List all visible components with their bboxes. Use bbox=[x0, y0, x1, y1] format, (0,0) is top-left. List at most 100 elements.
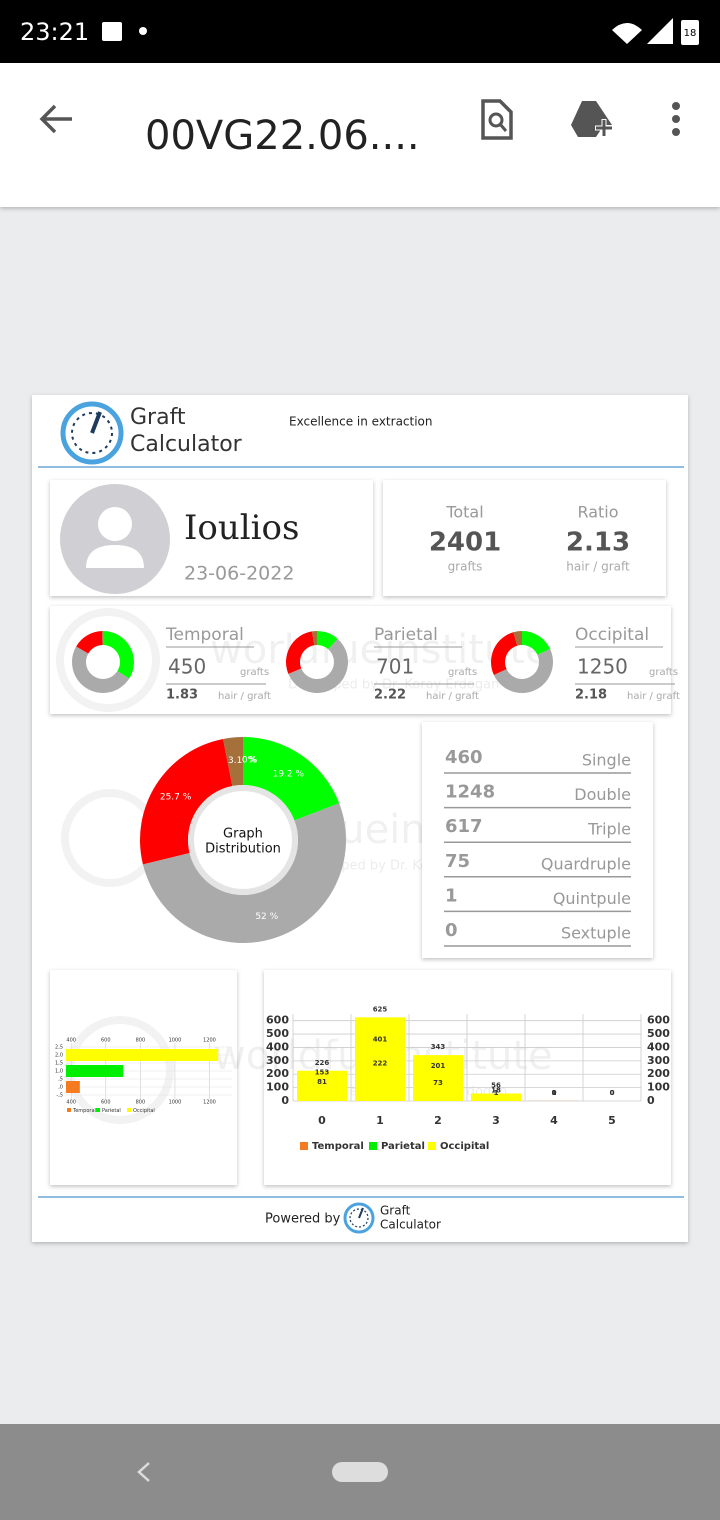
donut-segment bbox=[142, 803, 346, 944]
data-label: 0 bbox=[552, 1089, 557, 1097]
total-value: 2401 bbox=[429, 528, 501, 558]
logo-text: Graft bbox=[130, 405, 186, 430]
data-label: 201 bbox=[431, 1062, 446, 1070]
y2-tick-label: 500 bbox=[647, 1027, 670, 1040]
graft-types-card bbox=[422, 722, 653, 958]
y-tick-label: 1,0 bbox=[55, 1069, 63, 1075]
donut-label: 0% bbox=[242, 756, 257, 766]
donut-title: Graph bbox=[223, 827, 263, 842]
x-tick-label: 600 bbox=[101, 1100, 111, 1106]
signal-icon bbox=[647, 18, 673, 44]
data-label: 0 bbox=[610, 1089, 615, 1097]
graft-type: Triple bbox=[587, 820, 631, 839]
region-donut-segment bbox=[285, 631, 315, 674]
x-tick-label: 800 bbox=[136, 1038, 146, 1044]
data-label: 153 bbox=[315, 1069, 330, 1077]
small-chart-card bbox=[50, 970, 237, 1185]
legend-label: Parietal bbox=[102, 1108, 121, 1114]
y-tick-label: ,5 bbox=[58, 1077, 63, 1083]
region-grafts-unit: grafts bbox=[240, 667, 269, 678]
region-grafts-unit: grafts bbox=[448, 667, 477, 678]
find-in-page-button[interactable] bbox=[481, 99, 513, 140]
bar bbox=[66, 1081, 80, 1093]
x-tick-label: 3 bbox=[492, 1114, 500, 1127]
legend-label: Occipital bbox=[440, 1141, 489, 1152]
y-tick-label: 200 bbox=[266, 1067, 289, 1080]
legend-label: Parietal bbox=[381, 1141, 425, 1152]
graft-type: Double bbox=[574, 785, 631, 804]
y-tick-label: 600 bbox=[266, 1014, 289, 1027]
wifi-icon bbox=[612, 23, 642, 44]
y2-tick-label: 600 bbox=[647, 1014, 670, 1027]
donut-label: 19.2 % bbox=[273, 770, 305, 780]
legend-swatch bbox=[428, 1142, 436, 1150]
y-tick-label: 2,0 bbox=[55, 1053, 63, 1059]
legend-swatch bbox=[127, 1108, 131, 1112]
patient-date: 23-06-2022 bbox=[184, 563, 294, 585]
nav-home[interactable] bbox=[332, 1462, 388, 1482]
graft-count: 1248 bbox=[445, 782, 495, 803]
totals-card bbox=[383, 480, 666, 596]
y-tick-label: 500 bbox=[266, 1027, 289, 1040]
ratio-label: Ratio bbox=[577, 503, 618, 522]
region-donut-segment bbox=[288, 638, 348, 693]
data-label: 81 bbox=[317, 1078, 327, 1086]
region-ratio: 1.83 bbox=[166, 688, 198, 703]
y-tick-label: -,5 bbox=[56, 1093, 63, 1099]
footer-logo-icon bbox=[343, 1202, 375, 1234]
region-ratio: 2.22 bbox=[374, 688, 406, 703]
region-donut-segment bbox=[522, 631, 551, 655]
legend-swatch bbox=[67, 1108, 71, 1112]
region-grafts: 1250 bbox=[577, 655, 628, 679]
status-time: 23:21 bbox=[20, 18, 89, 46]
y-tick-label: 400 bbox=[266, 1040, 289, 1053]
more-button[interactable] bbox=[672, 102, 680, 136]
x-tick-label: 1000 bbox=[169, 1100, 182, 1106]
graft-count: 460 bbox=[445, 747, 483, 768]
data-label: 1 bbox=[494, 1089, 499, 1097]
drive-add-button[interactable] bbox=[571, 101, 613, 137]
x-tick-label: 1200 bbox=[203, 1100, 216, 1106]
ratio-value: 2.13 bbox=[566, 528, 630, 558]
donut-label: 52 % bbox=[255, 912, 278, 922]
legend-swatch bbox=[369, 1142, 377, 1150]
back-button[interactable] bbox=[39, 104, 72, 134]
y2-tick-label: 400 bbox=[647, 1040, 670, 1053]
data-label: 401 bbox=[373, 1035, 388, 1043]
y-tick-label: 0 bbox=[281, 1094, 289, 1107]
legend-swatch bbox=[96, 1108, 100, 1112]
x-tick-label: 800 bbox=[136, 1100, 146, 1106]
regions-card bbox=[50, 606, 671, 714]
toolbar bbox=[0, 63, 720, 207]
data-label: 625 bbox=[373, 1005, 388, 1013]
region-ratio-unit: hair / graft bbox=[218, 691, 271, 702]
y-tick-label: 100 bbox=[266, 1081, 289, 1094]
data-label: 73 bbox=[433, 1079, 443, 1087]
nav-back[interactable] bbox=[137, 1462, 150, 1482]
region-donut-segment bbox=[493, 648, 553, 693]
donut-segment bbox=[223, 737, 243, 787]
x-tick-label: 2 bbox=[434, 1114, 442, 1127]
region-donut-segment bbox=[71, 646, 130, 694]
x-tick-label: 400 bbox=[66, 1038, 76, 1044]
region-donut-segment bbox=[103, 631, 134, 679]
graft-type: Quintpule bbox=[553, 889, 631, 908]
data-label: 1 bbox=[552, 1089, 557, 1097]
x-tick-label: 5 bbox=[608, 1114, 616, 1127]
legend-label: Temporal bbox=[72, 1108, 96, 1114]
x-tick-label: 600 bbox=[101, 1038, 111, 1044]
gallery-icon bbox=[102, 22, 122, 41]
region-donut-segment bbox=[513, 631, 522, 646]
battery-level: 18 bbox=[684, 28, 697, 39]
legend-swatch bbox=[300, 1142, 308, 1150]
donut-label: 3.1 bbox=[228, 756, 242, 766]
region-grafts-unit: grafts bbox=[649, 667, 678, 678]
data-label: 0 bbox=[552, 1089, 557, 1097]
ratio-unit: hair / graft bbox=[566, 560, 630, 574]
bar bbox=[297, 1070, 347, 1101]
region-ratio-unit: hair / graft bbox=[627, 691, 680, 702]
donut-segment bbox=[243, 737, 340, 821]
y-tick-label: 2,5 bbox=[55, 1045, 63, 1051]
data-label: 226 bbox=[315, 1059, 330, 1067]
